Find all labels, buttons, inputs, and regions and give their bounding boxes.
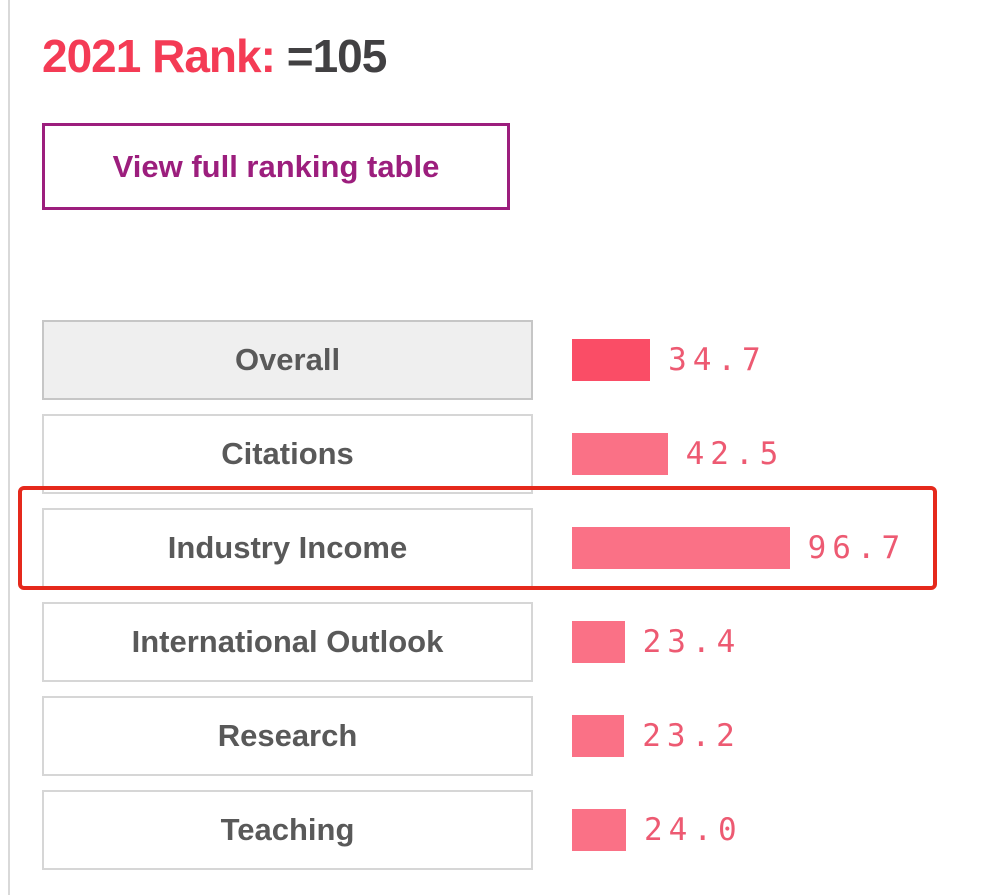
- international-outlook-score-value: 23.4: [642, 624, 742, 660]
- panel-left-border: [8, 0, 10, 895]
- metric-button-research[interactable]: Research: [42, 696, 533, 776]
- overall-score-value: 34.7: [668, 342, 767, 378]
- metric-row-research: Research 23.2: [42, 696, 1001, 776]
- metrics-bar-chart: Overall 34.7 Citations 42.5 Industry Inc…: [42, 320, 1001, 870]
- metric-button-citations[interactable]: Citations: [42, 414, 533, 494]
- overall-score-bar: [572, 339, 651, 381]
- industry-income-score-value: 96.7: [807, 530, 907, 566]
- teaching-score-value: 24.0: [644, 812, 743, 848]
- metric-button-overall[interactable]: Overall: [42, 320, 533, 400]
- metric-button-international-outlook[interactable]: International Outlook: [42, 602, 533, 682]
- metric-button-teaching[interactable]: Teaching: [42, 790, 533, 870]
- research-score-bar: [572, 715, 625, 757]
- metric-row-international-outlook: International Outlook 23.4: [42, 602, 1001, 682]
- international-outlook-score-bar: [572, 621, 625, 663]
- metric-button-industry-income[interactable]: Industry Income: [42, 508, 533, 588]
- citations-score-bar: [572, 433, 668, 475]
- rank-value: =105: [286, 30, 388, 82]
- metric-row-overall: Overall 34.7: [42, 320, 1001, 400]
- citations-score-value: 42.5: [685, 436, 785, 472]
- research-score-value: 23.2: [642, 718, 741, 754]
- teaching-score-bar: [572, 809, 626, 851]
- industry-income-score-bar: [572, 527, 790, 569]
- metric-row-teaching: Teaching 24.0: [42, 790, 1001, 870]
- view-full-ranking-table-button[interactable]: View full ranking table: [42, 123, 510, 210]
- rank-year-label: 2021 Rank:: [42, 30, 276, 82]
- metric-row-industry-income: Industry Income 96.7: [42, 508, 1001, 588]
- rank-heading: 2021 Rank: =105: [42, 30, 1001, 82]
- metric-row-citations: Citations 42.5: [42, 414, 1001, 494]
